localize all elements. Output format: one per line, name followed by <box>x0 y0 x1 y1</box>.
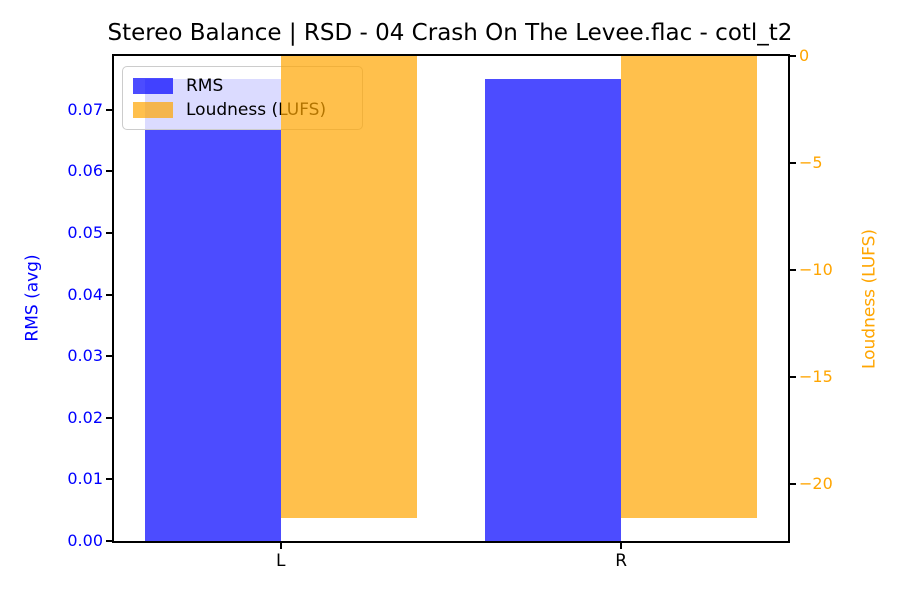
x-tick <box>620 543 623 549</box>
rms-bar-r <box>485 79 622 541</box>
right-y-tick <box>790 268 796 271</box>
right-y-tick-label: −20 <box>799 473 833 493</box>
left-y-tick <box>106 540 112 542</box>
right-axis-label: Loudness (LUFS) <box>859 228 880 370</box>
right-y-tick-label: −10 <box>799 259 833 279</box>
left-y-tick-label: 0.06 <box>67 161 103 181</box>
right-y-tick <box>790 161 796 164</box>
left-y-tick-label: 0.07 <box>67 99 103 119</box>
right-y-tick <box>790 55 796 57</box>
left-y-tick-label: 0.00 <box>67 531 103 550</box>
left-y-tick <box>106 170 112 173</box>
x-tick <box>279 543 282 549</box>
right-y-tick <box>790 482 796 485</box>
left-y-tick <box>106 232 112 235</box>
left-y-tick-label: 0.05 <box>67 223 103 243</box>
right-y-tick <box>790 375 796 378</box>
x-tick-label: L <box>276 551 286 571</box>
left-y-tick <box>106 355 112 358</box>
legend-item-rms: RMS <box>133 75 352 96</box>
left-y-tick <box>106 416 112 419</box>
rms-legend-label: RMS <box>186 75 224 96</box>
left-y-tick <box>106 108 112 111</box>
left-axis-label: RMS (avg) <box>22 254 43 342</box>
chart-title: Stereo Balance | RSD - 04 Crash On The L… <box>107 20 793 46</box>
rms-bar-l <box>144 79 281 541</box>
right-y-tick-label: −5 <box>799 152 823 172</box>
right-y-tick-label: 0 <box>799 46 810 65</box>
left-y-tick-label: 0.01 <box>67 469 103 489</box>
left-y-tick-label: 0.02 <box>67 407 103 427</box>
left-y-tick <box>106 478 112 481</box>
left-y-tick <box>106 293 112 296</box>
rms-legend-swatch <box>133 78 173 94</box>
loudness-legend-swatch <box>133 102 173 118</box>
loudness-lufs-bar-r <box>621 56 758 518</box>
loudness-lufs-bar-l <box>280 56 417 518</box>
right-y-tick-label: −15 <box>799 366 833 386</box>
plot-area: 0.00 0.01 0.02 0.03 0.04 0.05 0.06 0.07 0 −5 −10 −1… <box>67 48 832 570</box>
x-tick-label: R <box>615 551 628 571</box>
left-y-tick-label: 0.03 <box>67 346 103 366</box>
left-y-tick-label: 0.04 <box>67 284 103 304</box>
